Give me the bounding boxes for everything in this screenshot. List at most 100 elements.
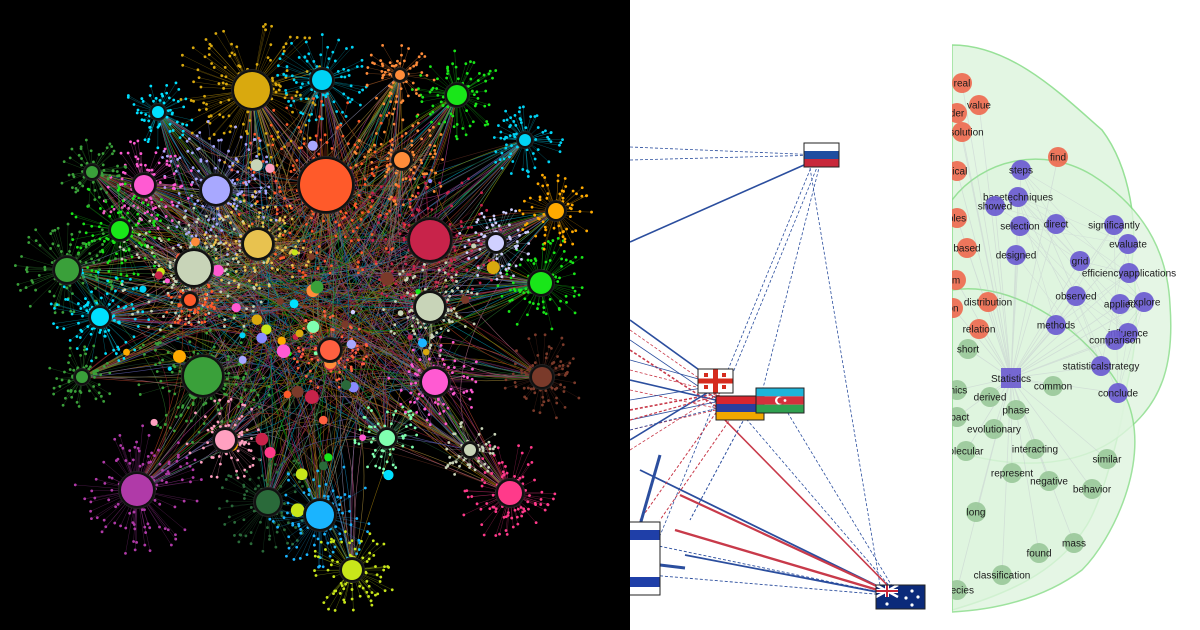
- leaf-node: [520, 451, 524, 455]
- leaf-node: [484, 79, 488, 83]
- leaf-node: [455, 123, 459, 126]
- leaf-node: [255, 154, 259, 158]
- network-edge: [189, 79, 323, 301]
- leaf-node: [289, 139, 293, 143]
- leaf-node: [488, 507, 492, 511]
- leaf-node: [401, 178, 405, 181]
- leaf-node: [77, 405, 81, 408]
- leaf-node: [285, 65, 289, 68]
- leaf-node: [55, 377, 59, 380]
- leaf-node: [468, 124, 472, 128]
- leaf-node: [336, 560, 339, 564]
- leaf-node: [422, 175, 426, 179]
- network-graph: [14, 23, 593, 612]
- leaf-node: [479, 507, 483, 511]
- leaf-node: [345, 47, 348, 50]
- leaf-node: [308, 36, 311, 40]
- leaf-node: [441, 158, 444, 161]
- leaf-node: [558, 276, 561, 280]
- leaf-node: [234, 270, 238, 273]
- leaf-node: [460, 224, 463, 228]
- leaf-node: [274, 545, 278, 549]
- leaf-node: [242, 474, 246, 478]
- leaf-node: [484, 89, 488, 93]
- leaf-node: [221, 218, 225, 222]
- leaf-node: [539, 498, 543, 501]
- leaf-node: [166, 470, 170, 473]
- leaf-node: [332, 592, 335, 596]
- leaf-node: [283, 215, 287, 219]
- leaf-node: [419, 325, 423, 329]
- leaf-node: [430, 120, 433, 124]
- leaf-node: [408, 273, 412, 276]
- leaf-node: [317, 555, 320, 559]
- leaf-node: [509, 276, 513, 280]
- leaf-node: [228, 243, 232, 247]
- leaf-node: [338, 532, 342, 536]
- leaf-node: [48, 366, 52, 370]
- leaf-node: [393, 199, 397, 203]
- leaf-node: [247, 166, 251, 170]
- leaf-node: [80, 330, 84, 333]
- leaf-node: [238, 243, 242, 247]
- leaf-node: [104, 352, 108, 355]
- leaf-node: [150, 309, 153, 313]
- leaf-node: [577, 293, 581, 297]
- leaf-node: [508, 299, 512, 303]
- leaf-node: [331, 50, 335, 54]
- network-edge: [189, 159, 403, 311]
- leaf-node: [527, 507, 530, 511]
- leaf-node: [198, 131, 202, 134]
- leaf-node: [175, 225, 179, 229]
- leaf-node: [237, 363, 241, 366]
- leaf-node: [390, 195, 393, 199]
- leaf-node: [154, 363, 157, 367]
- leaf-node: [360, 58, 364, 62]
- leaf-node: [292, 168, 296, 172]
- leaf-node: [341, 110, 344, 114]
- leaf-node: [117, 305, 120, 309]
- leaf-node: [349, 84, 353, 88]
- leaf-node: [156, 343, 160, 346]
- leaf-node: [129, 277, 132, 281]
- leaf-node: [353, 547, 357, 551]
- leaf-node: [138, 393, 142, 396]
- leaf-node: [89, 273, 92, 277]
- leaf-node: [530, 461, 534, 464]
- leaf-node: [236, 178, 239, 181]
- leaf-node: [170, 200, 174, 204]
- leaf-node: [206, 441, 209, 445]
- network-edge: [251, 89, 253, 182]
- leaf-node: [452, 307, 456, 310]
- leaf-node: [490, 472, 494, 475]
- leaf-node: [114, 505, 118, 509]
- leaf-node: [277, 234, 281, 238]
- leaf-node: [372, 553, 376, 557]
- leaf-node: [163, 176, 167, 179]
- leaf-node: [102, 399, 106, 403]
- network-edge: [119, 229, 431, 339]
- leaf-node: [387, 250, 391, 254]
- leaf-node: [363, 486, 367, 490]
- leaf-node: [522, 291, 526, 295]
- leaf-node: [119, 151, 123, 155]
- leaf-node: [230, 456, 233, 460]
- leaf-node: [240, 441, 243, 445]
- leaf-node: [143, 243, 147, 247]
- leaf-node: [253, 177, 257, 181]
- leaf-node: [179, 98, 183, 101]
- leaf-node: [112, 314, 116, 318]
- leaf-node: [242, 485, 246, 489]
- leaf-node: [242, 199, 246, 203]
- leaf-node: [189, 419, 193, 423]
- leaf-node: [291, 110, 294, 114]
- leaf-node: [78, 336, 82, 339]
- leaf-node: [131, 312, 134, 316]
- leaf-node: [146, 203, 150, 207]
- leaf-node: [206, 428, 210, 432]
- leaf-node: [122, 248, 126, 252]
- leaf-node: [482, 533, 486, 537]
- leaf-node: [275, 470, 279, 474]
- leaf-node: [343, 235, 347, 239]
- leaf-node: [357, 193, 361, 197]
